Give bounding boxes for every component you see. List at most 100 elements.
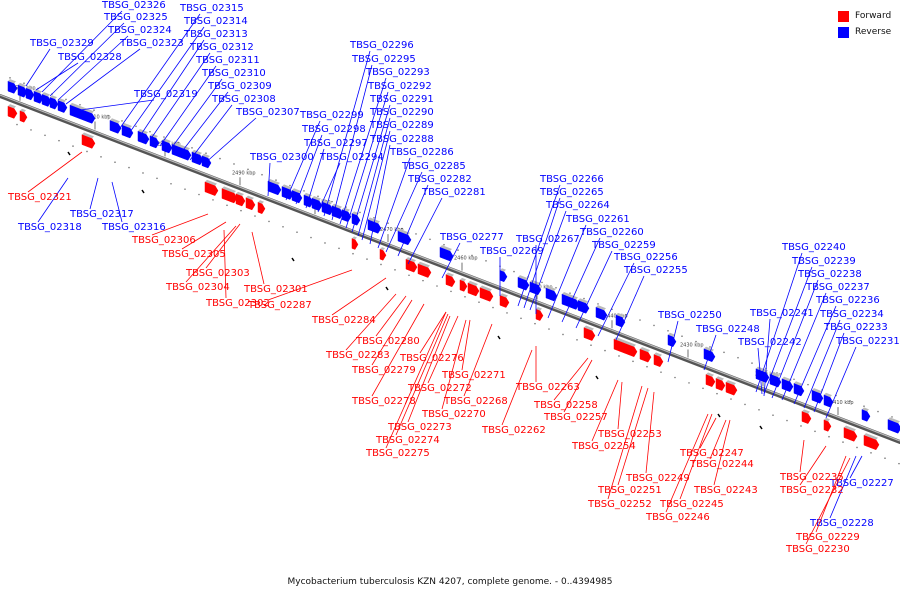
reverse-gene[interactable] (281, 186, 294, 200)
forward-gene[interactable] (351, 237, 359, 250)
gene-label-forward[interactable]: TBSG_02274 (375, 435, 440, 446)
gene-label-forward[interactable]: TBSG_02305 (161, 249, 226, 260)
gene-label-reverse[interactable]: TBSG_02255 (623, 265, 688, 276)
reverse-gene[interactable] (499, 269, 508, 283)
gene-label-reverse[interactable]: TBSG_02250 (657, 310, 722, 321)
gene-label-forward[interactable]: TBSG_02252 (587, 499, 652, 510)
gene-label-reverse[interactable]: TBSG_02312 (189, 42, 254, 53)
gene-label-reverse[interactable]: TBSG_02293 (365, 67, 430, 78)
gene-label-reverse[interactable]: TBSG_02256 (613, 252, 678, 263)
forward-gene[interactable] (499, 294, 510, 308)
gene-label-forward[interactable]: TBSG_02263 (515, 382, 580, 393)
gene-label-reverse[interactable]: TBSG_02292 (367, 81, 432, 92)
gene-label-reverse[interactable]: TBSG_02296 (349, 40, 414, 51)
gene-label-forward[interactable]: TBSG_02272 (407, 383, 472, 394)
gene-label-forward[interactable]: TBSG_02243 (693, 485, 758, 496)
gene-label-reverse[interactable]: TBSG_02269 (479, 246, 544, 257)
forward-gene[interactable] (235, 193, 246, 207)
gene-label-forward[interactable]: TBSG_02273 (387, 422, 452, 433)
gene-label-forward[interactable]: TBSG_02270 (421, 409, 486, 420)
gene-label-forward[interactable]: TBSG_02321 (7, 192, 72, 203)
gene-label-forward[interactable]: TBSG_02262 (481, 425, 546, 436)
gene-label-reverse[interactable]: TBSG_02328 (57, 52, 122, 63)
gene-label-reverse[interactable]: TBSG_02309 (207, 81, 272, 92)
gene-label-forward[interactable]: TBSG_02268 (443, 396, 508, 407)
gene-label-forward[interactable]: TBSG_02303 (185, 268, 250, 279)
gene-label-forward[interactable]: TBSG_02258 (533, 400, 598, 411)
gene-label-forward[interactable]: TBSG_02251 (597, 485, 662, 496)
gene-label-forward[interactable]: TBSG_02229 (795, 532, 860, 543)
gene-label-reverse[interactable]: TBSG_02290 (369, 107, 434, 118)
gene-label-forward[interactable]: TBSG_02280 (355, 336, 420, 347)
gene-label-reverse[interactable]: TBSG_02241 (749, 308, 814, 319)
gene-label-reverse[interactable]: TBSG_02266 (539, 174, 604, 185)
gene-label-forward[interactable]: TBSG_02244 (689, 459, 754, 470)
gene-label-reverse[interactable]: TBSG_02316 (101, 222, 166, 233)
gene-label-reverse[interactable]: TBSG_02313 (183, 29, 248, 40)
gene-label-reverse[interactable]: TBSG_02242 (737, 337, 802, 348)
gene-label-reverse[interactable]: TBSG_02233 (823, 322, 888, 333)
gene-label-forward[interactable]: TBSG_02304 (165, 282, 230, 293)
forward-gene[interactable] (445, 274, 456, 288)
gene-label-reverse[interactable]: TBSG_02294 (319, 152, 384, 163)
reverse-gene[interactable] (191, 151, 204, 166)
gene-label-reverse[interactable]: TBSG_02259 (591, 240, 656, 251)
gene-label-reverse[interactable]: TBSG_02286 (389, 147, 454, 158)
gene-label-reverse[interactable]: TBSG_02228 (809, 518, 874, 529)
forward-gene[interactable] (801, 410, 812, 424)
gene-label-reverse[interactable]: TBSG_02234 (819, 309, 884, 320)
gene-label-reverse[interactable]: TBSG_02324 (107, 25, 172, 36)
gene-label-forward[interactable]: TBSG_02284 (311, 315, 376, 326)
forward-gene[interactable] (7, 105, 18, 119)
gene-label-reverse[interactable]: TBSG_02227 (829, 478, 894, 489)
gene-label-reverse[interactable]: TBSG_02267 (515, 234, 580, 245)
gene-label-reverse[interactable]: TBSG_02307 (235, 107, 300, 118)
gene-label-reverse[interactable]: TBSG_02297 (303, 138, 368, 149)
gene-label-reverse[interactable]: TBSG_02311 (195, 55, 260, 66)
gene-label-reverse[interactable]: TBSG_02236 (815, 295, 880, 306)
gene-label-forward[interactable]: TBSG_02306 (131, 235, 196, 246)
gene-label-forward[interactable]: TBSG_02253 (597, 429, 662, 440)
reverse-gene[interactable] (41, 93, 52, 107)
gene-label-reverse[interactable]: TBSG_02248 (695, 324, 760, 335)
gene-label-reverse[interactable]: TBSG_02261 (565, 214, 630, 225)
forward-gene[interactable] (823, 419, 832, 432)
gene-label-forward[interactable]: TBSG_02257 (543, 412, 608, 423)
forward-gene[interactable] (379, 248, 387, 261)
gene-label-reverse[interactable]: TBSG_02238 (797, 269, 862, 280)
gene-label-reverse[interactable]: TBSG_02264 (545, 200, 610, 211)
gene-label-forward[interactable]: TBSG_02287 (247, 300, 312, 311)
forward-gene[interactable] (19, 110, 28, 123)
gene-label-reverse[interactable]: TBSG_02240 (781, 242, 846, 253)
gene-label-forward[interactable]: TBSG_02302 (205, 298, 270, 309)
forward-gene[interactable] (257, 201, 266, 215)
reverse-gene[interactable] (793, 382, 805, 397)
gene-label-reverse[interactable]: TBSG_02300 (249, 152, 314, 163)
gene-label-forward[interactable]: TBSG_02301 (243, 284, 308, 295)
forward-gene[interactable] (715, 377, 726, 391)
gene-label-reverse[interactable]: TBSG_02319 (133, 89, 198, 100)
reverse-gene[interactable] (33, 90, 44, 104)
gene-label-reverse[interactable]: TBSG_02318 (17, 222, 82, 233)
forward-gene[interactable] (459, 279, 468, 292)
gene-label-forward[interactable]: TBSG_02271 (441, 370, 506, 381)
gene-label-forward[interactable]: TBSG_02254 (571, 441, 636, 452)
gene-label-reverse[interactable]: TBSG_02288 (369, 134, 434, 145)
gene-label-reverse[interactable]: TBSG_02239 (791, 256, 856, 267)
gene-label-reverse[interactable]: TBSG_02265 (539, 187, 604, 198)
gene-label-forward[interactable]: TBSG_02245 (659, 499, 724, 510)
gene-label-reverse[interactable]: TBSG_02326 (101, 0, 166, 11)
forward-gene[interactable] (843, 427, 858, 442)
gene-label-reverse[interactable]: TBSG_02308 (211, 94, 276, 105)
forward-gene[interactable] (653, 354, 664, 368)
gene-label-forward[interactable]: TBSG_02232 (779, 485, 844, 496)
gene-label-reverse[interactable]: TBSG_02298 (301, 124, 366, 135)
reverse-gene[interactable] (161, 139, 173, 154)
forward-gene[interactable] (535, 308, 544, 321)
gene-label-reverse[interactable]: TBSG_02325 (103, 12, 168, 23)
reverse-gene[interactable] (49, 96, 59, 110)
forward-gene[interactable] (467, 282, 480, 297)
gene-label-forward[interactable]: TBSG_02246 (645, 512, 710, 523)
gene-label-reverse[interactable]: TBSG_02315 (179, 3, 244, 14)
gene-label-reverse[interactable]: TBSG_02237 (805, 282, 870, 293)
